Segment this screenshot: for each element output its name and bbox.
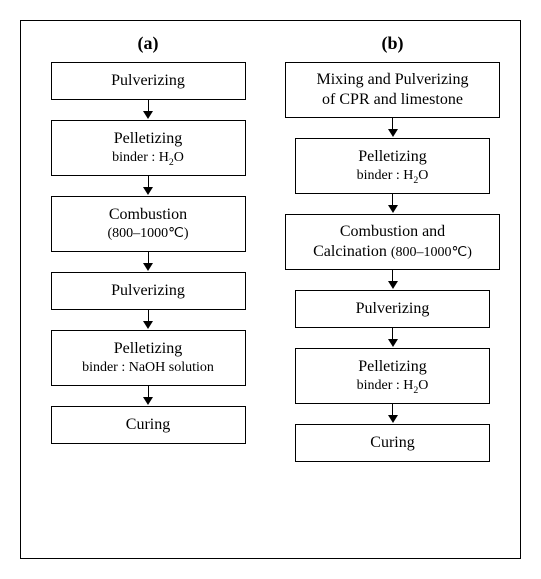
- box-b-3: Combustion andCalcination (800–1000℃): [285, 214, 500, 270]
- arrow: [388, 270, 398, 290]
- arrow: [388, 118, 398, 138]
- box-a-2-main: Pelletizing: [114, 129, 182, 149]
- box-a-1-main: Pulverizing: [111, 71, 185, 91]
- box-a-2: Pelletizing binder : H2O: [51, 120, 246, 176]
- box-a-5-main: Pelletizing: [114, 339, 182, 359]
- box-b-1: Mixing and Pulverizingof CPR and limesto…: [285, 62, 500, 118]
- diagram-frame: (a) Pulverizing Pelletizing binder : H2O…: [20, 20, 521, 559]
- box-b-6: Curing: [295, 424, 490, 462]
- box-a-2-sub: binder : H2O: [112, 149, 184, 167]
- box-b-2: Pelletizing binder : H2O: [295, 138, 490, 194]
- box-b-5-sub: binder : H2O: [357, 377, 429, 395]
- box-a-3-sub: (800–1000℃): [107, 225, 188, 243]
- box-b-5: Pelletizing binder : H2O: [295, 348, 490, 404]
- arrow: [143, 386, 153, 406]
- box-a-6: Curing: [51, 406, 246, 444]
- box-a-4: Pulverizing: [51, 272, 246, 310]
- arrow: [388, 328, 398, 348]
- box-a-4-main: Pulverizing: [111, 281, 185, 301]
- column-b: (b) Mixing and Pulverizingof CPR and lim…: [285, 33, 500, 544]
- box-a-5-sub: binder : NaOH solution: [82, 359, 214, 377]
- box-a-6-main: Curing: [126, 415, 170, 435]
- arrow: [143, 252, 153, 272]
- flowchart-columns: (a) Pulverizing Pelletizing binder : H2O…: [21, 21, 520, 558]
- box-a-3: Combustion (800–1000℃): [51, 196, 246, 252]
- arrow: [143, 310, 153, 330]
- box-b-1-main: Mixing and Pulverizingof CPR and limesto…: [317, 70, 469, 110]
- column-label-b: (b): [382, 33, 404, 54]
- column-label-a: (a): [138, 33, 159, 54]
- arrow: [143, 176, 153, 196]
- arrow: [143, 100, 153, 120]
- box-a-1: Pulverizing: [51, 62, 246, 100]
- box-b-2-main: Pelletizing: [358, 147, 426, 167]
- box-b-4: Pulverizing: [295, 290, 490, 328]
- arrow: [388, 194, 398, 214]
- box-a-3-main: Combustion: [109, 205, 187, 225]
- box-a-5: Pelletizing binder : NaOH solution: [51, 330, 246, 386]
- arrow: [388, 404, 398, 424]
- box-b-4-main: Pulverizing: [356, 299, 430, 319]
- box-b-2-sub: binder : H2O: [357, 167, 429, 185]
- box-b-3-main: Combustion andCalcination (800–1000℃): [313, 222, 472, 262]
- box-b-6-main: Curing: [370, 433, 414, 453]
- column-a: (a) Pulverizing Pelletizing binder : H2O…: [41, 33, 255, 544]
- box-b-5-main: Pelletizing: [358, 357, 426, 377]
